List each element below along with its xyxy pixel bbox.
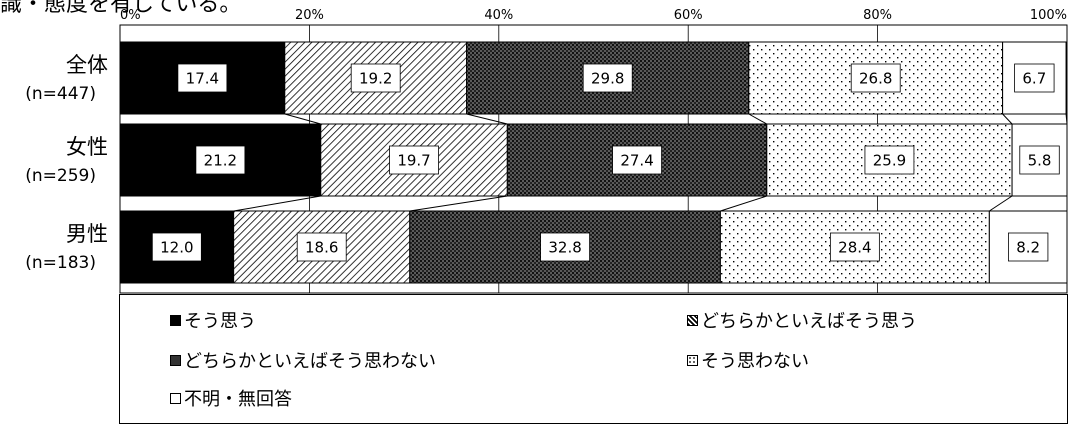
connector-line <box>720 195 767 212</box>
connector-line <box>989 195 1013 212</box>
data-label-box <box>864 145 915 175</box>
header-partial-text: 識・態度を有している。 <box>0 0 242 17</box>
legend-swatch-solid-icon <box>170 314 181 326</box>
category-n-label: (n=447) <box>25 84 96 104</box>
data-label-box <box>151 232 202 262</box>
data-label: 6.7 <box>1022 70 1046 88</box>
connector-line <box>466 113 508 125</box>
connector-line <box>284 113 321 125</box>
x-tick-label: 60% <box>674 8 703 23</box>
category-label: 男性 <box>66 222 108 246</box>
stacked-bar-chart: 0% 20% 40% 60% 80% 100% 17.4 19.2 29.8 26.8 6.7 全体… <box>25 8 1068 294</box>
data-label-box <box>850 63 901 93</box>
x-tick-label: 0% <box>120 8 141 23</box>
data-label-box <box>389 145 439 175</box>
data-label-box <box>540 232 590 262</box>
connector-layer <box>233 113 1068 212</box>
legend-swatch-dense-dots-icon <box>170 354 181 366</box>
data-label: 21.2 <box>204 152 237 170</box>
data-label: 12.0 <box>160 239 193 257</box>
x-tick-label: 100% <box>1030 8 1067 23</box>
data-label: 28.4 <box>838 239 871 257</box>
legend-item-2: どちらかといえばそう思う <box>687 307 917 333</box>
data-label: 27.4 <box>620 152 653 170</box>
data-label: 17.4 <box>186 70 219 88</box>
data-label: 25.9 <box>873 152 906 170</box>
legend-swatch-white-icon <box>170 392 181 404</box>
data-label: 32.8 <box>548 239 581 257</box>
legend-item-5: 不明・無回答 <box>170 385 292 411</box>
category-n-label: (n=259) <box>25 166 96 186</box>
legend-item-1: そう思う <box>170 307 256 333</box>
data-label-box <box>1008 232 1049 262</box>
data-label-box <box>1014 63 1055 93</box>
x-tick-label: 40% <box>484 8 513 23</box>
data-label: 26.8 <box>859 70 892 88</box>
tick-layer: 0% 20% 40% 60% 80% 100% <box>120 8 1067 23</box>
connector-line <box>233 195 321 212</box>
data-label: 8.2 <box>1016 239 1040 257</box>
category-label: 女性 <box>66 135 108 159</box>
legend-label-1: そう思う <box>184 311 256 332</box>
legend: そう思う どちらかといえばそう思う どちらかといえばそう思わない そう思わない … <box>119 294 1068 424</box>
data-label-box <box>296 232 347 262</box>
legend-label-4: そう思わない <box>701 351 809 372</box>
connector-line <box>1002 113 1013 125</box>
data-label: 19.2 <box>359 70 392 88</box>
data-label-box <box>195 145 246 175</box>
data-label: 5.8 <box>1028 152 1052 170</box>
x-tick-label: 80% <box>863 8 892 23</box>
data-label-box <box>177 63 228 93</box>
legend-swatch-hatch-icon <box>687 314 698 326</box>
legend-swatch-sparse-dots-icon <box>687 354 698 366</box>
label-layer: 17.4 19.2 29.8 26.8 6.7 全体 (n=447) 21.2 19.7 27.4… <box>25 53 1060 273</box>
data-label-box <box>582 63 633 93</box>
data-label-box <box>350 63 401 93</box>
category-label: 全体 <box>66 53 108 77</box>
legend-label-3: どちらかといえばそう思わない <box>184 351 436 372</box>
data-label-box <box>612 145 662 175</box>
data-label: 18.6 <box>305 239 338 257</box>
legend-label-2: どちらかといえばそう思う <box>701 311 917 332</box>
data-label-box <box>829 232 880 262</box>
data-label: 19.7 <box>397 152 430 170</box>
data-label-box <box>1019 145 1060 175</box>
legend-label-5: 不明・無回答 <box>184 389 292 410</box>
connector-line <box>1065 113 1068 125</box>
category-n-label: (n=183) <box>25 253 96 273</box>
data-label: 29.8 <box>591 70 624 88</box>
connector-line <box>748 113 768 125</box>
legend-item-3: どちらかといえばそう思わない <box>170 347 436 373</box>
connector-line <box>409 195 508 212</box>
legend-item-4: そう思わない <box>687 347 809 373</box>
x-tick-label: 20% <box>295 8 324 23</box>
